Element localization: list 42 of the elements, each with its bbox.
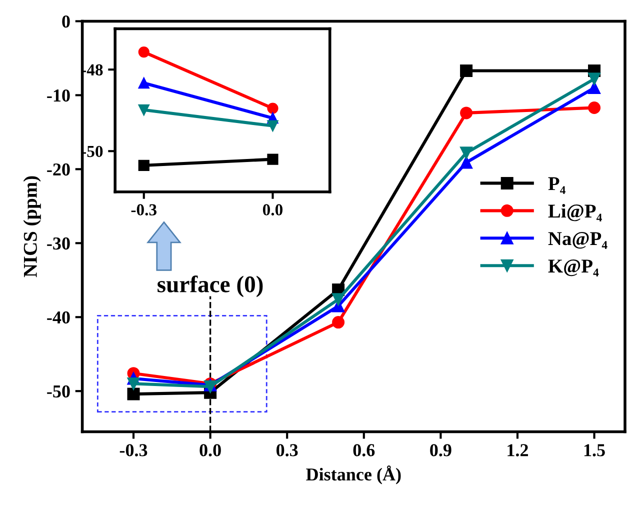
legend-label: P₄ [548, 177, 566, 194]
point [138, 160, 150, 171]
x-tick-label: 1.5 [584, 444, 605, 456]
point [267, 120, 278, 132]
point [460, 146, 473, 160]
x-tick-label: 0.0 [200, 444, 221, 456]
x-tick-label: 0.3 [276, 444, 298, 456]
x-tick-label: -0.3 [120, 444, 148, 456]
y-tick-label: -48 [82, 64, 103, 76]
y-tick-label: -30 [47, 237, 70, 250]
point [267, 154, 278, 165]
point [127, 377, 140, 390]
point [460, 64, 473, 78]
y-tick-label: -20 [47, 163, 70, 176]
x-tick-label: 0.9 [430, 444, 452, 456]
x-tick-label: 1.2 [508, 444, 528, 456]
x-tick-label: 0.6 [353, 444, 375, 456]
legend-label: Li@P₄ [548, 204, 602, 222]
point [138, 77, 150, 89]
legend-label: K@P₄ [548, 259, 599, 276]
y-axis-title: NICS (ppm) [23, 176, 41, 278]
point [588, 102, 601, 114]
y-tick-label: -10 [47, 89, 70, 102]
y-tick-label: -50 [47, 385, 70, 398]
y-tick-label: -50 [82, 146, 103, 158]
point [138, 46, 150, 58]
point [460, 156, 473, 169]
point [588, 82, 601, 94]
x-tick-label: 0.0 [262, 204, 283, 216]
legend-label: Na@P₄ [548, 232, 608, 249]
point [332, 316, 345, 329]
point [460, 106, 473, 120]
point [267, 102, 278, 114]
point [138, 104, 150, 116]
y-tick-label: 0 [62, 15, 70, 28]
x-tick-label: -0.3 [131, 204, 156, 216]
point [332, 293, 345, 306]
x-axis-title: Distance (Å) [306, 466, 401, 484]
ref-line-label: surface (0) [158, 275, 263, 298]
point [127, 388, 140, 400]
y-tick-label: -40 [47, 311, 70, 324]
point [588, 72, 601, 86]
